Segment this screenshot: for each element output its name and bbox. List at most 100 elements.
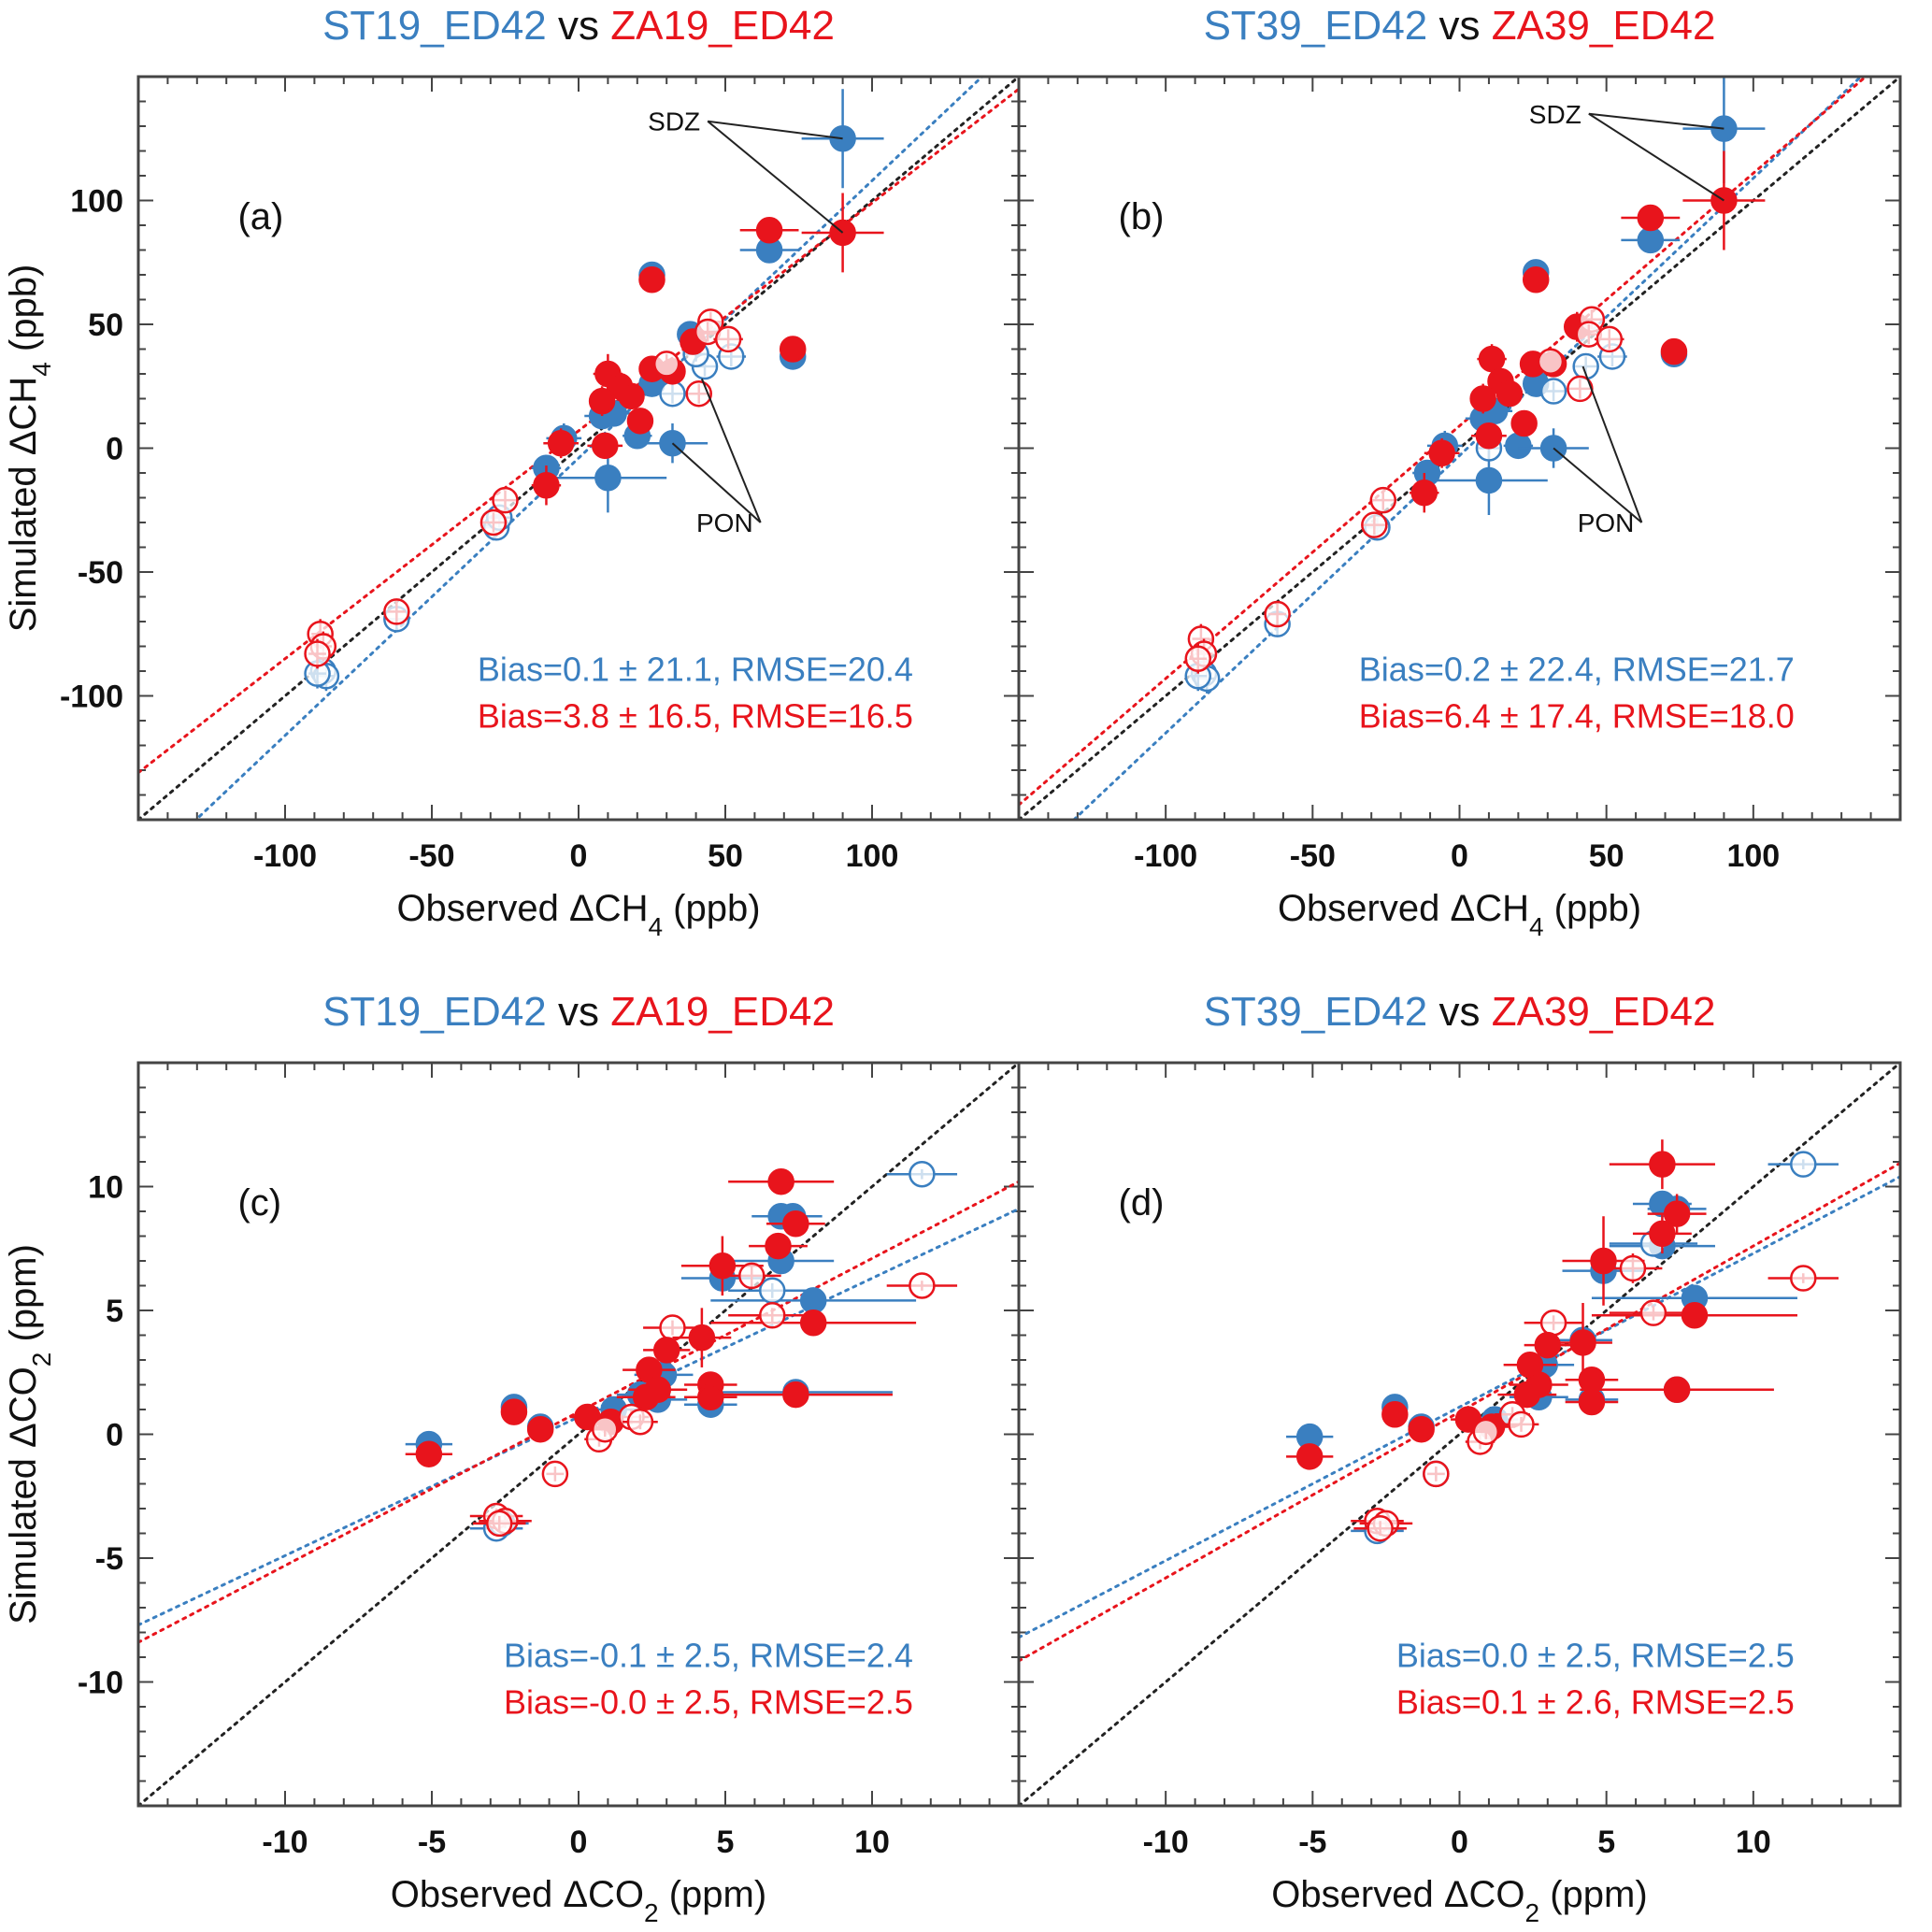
marker-filled [1475,466,1503,494]
marker-filled [1513,1381,1541,1409]
annotation-leader-line [1588,112,1724,202]
marker-filled [1637,204,1665,232]
x-tick-label: -100 [253,838,317,874]
annotation-leader-line [671,442,762,523]
stats-red: Bias=3.8 ± 16.5, RMSE=16.5 [478,696,913,735]
series-blue [1286,1151,1839,1545]
panel-title: ST19_ED42 vs ZA19_ED42 [322,989,835,1035]
data-point [587,432,623,460]
panel-letter: (a) [237,196,283,237]
x-tick-label: 50 [708,838,743,874]
plot-frame [1017,75,1902,822]
data-point [1423,1460,1450,1488]
marker-filled [1578,1388,1606,1416]
plot-area [1019,77,1900,820]
data-point [304,638,331,669]
x-tick-label: 10 [854,1825,890,1860]
data-point [728,1302,817,1329]
stats-blue: Bias=0.2 ± 22.4, RMSE=21.7 [1359,650,1795,688]
marker-filled [1475,422,1503,450]
data-point [1565,1388,1619,1416]
data-point [616,1383,676,1410]
data-point [749,1232,808,1260]
one-to-one-line [1019,1063,1900,1806]
annotation-leader-line [1588,112,1724,130]
data-point [1595,325,1624,353]
marker-open [652,351,680,378]
y-tick-label: 5 [106,1294,123,1329]
marker-open [1264,600,1291,628]
data-point [643,1337,691,1364]
x-tick-label: -50 [408,838,454,874]
marker-filled [1522,266,1550,293]
data-point [1424,437,1460,468]
data-point [1603,1253,1663,1283]
data-point [672,1308,732,1367]
x-tick-label: -100 [1134,838,1197,874]
stats-blue: Bias=0.0 ± 2.5, RMSE=2.5 [1396,1636,1795,1674]
series-blue [405,1161,958,1542]
x-axis-label: Observed ΔCH4 (ppb) [396,888,760,941]
marker-open [1184,645,1211,672]
marker-filled [618,382,645,410]
data-point [1621,204,1681,232]
data-point [1562,1216,1645,1306]
marker-filled [1381,1401,1409,1428]
data-point [1609,1299,1698,1326]
data-point [543,428,579,459]
marker-filled [799,1309,827,1337]
marker-filled [765,1232,792,1260]
marker-open [479,508,508,537]
marker-open [485,1510,513,1538]
data-point [1381,1401,1409,1428]
x-tick-label: -10 [1143,1825,1189,1860]
y-axis-label: Simulated ΔCH4 (ppb) [3,265,56,633]
data-point [472,1510,526,1538]
annotation-label: PON [696,508,753,537]
data-point [1471,1418,1501,1446]
annotation-label: SDZ [648,107,700,136]
marker-filled [708,1252,737,1280]
marker-filled [652,1337,680,1364]
panel-title: ST39_ED42 vs ZA39_ED42 [1204,3,1716,49]
data-point [1553,1303,1612,1382]
x-tick-label: 5 [717,1825,735,1860]
x-tick-label: 100 [846,838,899,874]
data-point [1469,383,1496,414]
marker-filled [829,219,856,247]
data-point [739,236,799,264]
data-point [1621,226,1681,254]
data-point [1565,1366,1619,1394]
marker-filled [588,387,616,415]
data-point [1503,1410,1539,1438]
data-point [1647,1194,1707,1234]
series-red [304,193,884,669]
data-point [549,443,667,513]
plot-area [138,1063,1019,1806]
plot-area [1019,1063,1900,1806]
marker-open [1790,1265,1817,1292]
data-point [1184,643,1211,674]
annotation-leader-line [707,120,844,234]
panel-a: ST19_ED42 vs ZA19_ED42 -100 -50 0 50 100 -100 -… [3,3,1021,941]
title-model-red: ZA19_ED42 [610,3,835,49]
marker-open [1367,1514,1394,1542]
stats-red: Bias=-0.0 ± 2.5, RMSE=2.5 [504,1682,913,1721]
data-point [1660,337,1688,365]
title-model-red: ZA39_ED42 [1492,3,1716,49]
fit-line-red [138,87,1019,775]
marker-filled [1496,379,1524,408]
data-point [1410,473,1439,513]
data-point [1609,1139,1715,1190]
plot-area [138,77,1019,820]
data-point [626,408,654,435]
marker-filled [1534,1331,1562,1359]
annotation-leader-line [700,378,762,523]
annotation-sdz: SDZ [1529,100,1724,202]
panel-d: ST39_ED42 vs ZA39_ED42 -10 -5 0 5 10 Observed … [1017,989,1902,1927]
title-vs: vs [547,3,610,49]
marker-filled [500,1398,528,1425]
marker-open [1361,511,1388,538]
data-point [886,1272,958,1299]
marker-open [909,1161,936,1188]
